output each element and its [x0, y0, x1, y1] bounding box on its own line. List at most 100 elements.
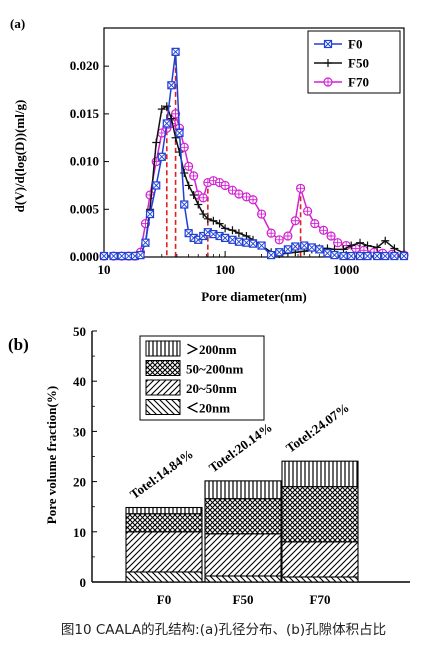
panel-b-y-tick-label: 50: [73, 324, 86, 339]
pore-volume-fraction-chart: (b) Pore volume fraction(%) 01020304050 …: [8, 324, 410, 607]
f50-data-point: [347, 241, 356, 250]
panel-a-y-tick-label: 0.010: [70, 154, 99, 169]
f0-data-point-cross: [323, 249, 332, 258]
panel-b-x-tick-label: F0: [157, 592, 171, 607]
f70-data-point-cross: [303, 207, 312, 216]
panel-a-x-tick-label: 100: [215, 262, 235, 277]
f70-data-point-cross: [283, 232, 292, 241]
f0-data-point-cross: [117, 252, 126, 260]
total-annotation: Totel:14.84%: [127, 446, 196, 502]
f50-line: [104, 105, 405, 257]
legend-f0-label: F0: [348, 37, 362, 52]
f0-data-point-cross: [100, 252, 108, 260]
f70-data-point-cross: [199, 193, 208, 202]
f0-data-point-cross: [315, 245, 324, 254]
f70-data-point-cross: [152, 157, 161, 166]
f70-data-point-cross: [189, 171, 198, 180]
f0-data-point-cross: [324, 40, 332, 48]
f50-data-point: [228, 226, 237, 235]
f70-data-point-cross: [146, 190, 155, 199]
f0-data-point-cross: [146, 210, 154, 218]
f0-data-point-cross: [152, 181, 161, 190]
f70-data-point-cross: [234, 190, 243, 199]
legend-label: ＜20nm: [186, 401, 230, 416]
f0-data-point-cross: [180, 200, 189, 209]
f50-data-point: [157, 105, 166, 114]
bar-segment-f0: [125, 506, 203, 515]
f0-data-point-cross: [300, 241, 309, 250]
panel-b-y-tick-label: 0: [80, 575, 87, 590]
bar-segment-f70: [281, 460, 359, 488]
panel-b-y-tick-label: 20: [73, 475, 86, 490]
f0-data-point-cross: [136, 251, 145, 259]
f0-data-point-cross: [228, 236, 237, 244]
f0-data-point-cross: [157, 152, 166, 161]
f50-data-point: [234, 229, 243, 238]
f70-data-point-cross: [249, 195, 258, 204]
f70-data-point-cross: [180, 143, 189, 152]
f0-data-point-cross: [235, 237, 243, 246]
f70-data-point-cross: [257, 210, 266, 219]
f50-data-point: [175, 148, 184, 157]
panel-a-y-tick-label: 0.020: [70, 58, 99, 73]
f70-data-point-cross: [242, 192, 251, 201]
legend-swatch: [145, 360, 181, 376]
f50-data-point: [199, 210, 208, 219]
f50-data-point: [189, 190, 198, 199]
panel-b-y-tick-label: 40: [73, 374, 86, 389]
f0-data-point-cross: [284, 245, 292, 254]
figure: (a) d(V)/d(log(D))(ml/g) Pore diameter(n…: [8, 16, 410, 607]
series-f0: [99, 47, 409, 261]
f0-data-point-cross: [109, 252, 118, 260]
legend-swatch: [145, 379, 181, 396]
bar-segment-f50: [204, 480, 282, 500]
total-annotation: Totel:24.07%: [283, 400, 352, 456]
f70-data-point-cross: [324, 78, 332, 86]
bar-segment-f0: [125, 571, 203, 583]
f0-data-point-cross: [330, 251, 339, 259]
f0-data-point-cross: [373, 252, 381, 260]
f70-data-point-cross: [327, 232, 336, 241]
f0-data-point-cross: [257, 241, 266, 250]
bar-segment-f70: [281, 541, 359, 578]
panel-a-y-tick-label: 0.000: [70, 249, 99, 264]
f0-data-point-cross: [291, 242, 300, 251]
bar-segment-f70: [281, 576, 359, 583]
f50-data-point: [363, 241, 372, 250]
panel-b-label: (b): [8, 335, 29, 354]
f0-data-point-cross: [347, 252, 356, 260]
f70-data-point-cross: [333, 238, 342, 247]
f0-data-point-cross: [356, 252, 364, 260]
f70-data-point-cross: [221, 181, 230, 190]
bar-segment-f0: [125, 513, 203, 533]
legend-label: 20~50nm: [186, 381, 237, 396]
f0-data-point-cross: [308, 243, 316, 252]
f0-data-point-cross: [221, 234, 229, 242]
f0-data-point-cross: [381, 252, 390, 260]
f70-data-point-cross: [296, 184, 305, 193]
panel-a-x-tick-label: 1000: [333, 262, 359, 277]
panel-a-y-tick-label: 0.005: [70, 201, 100, 216]
f0-data-point-cross: [400, 252, 408, 260]
legend-swatch: [145, 399, 181, 415]
f70-data-point-cross: [267, 229, 276, 238]
figure-caption: 图10 CAALA的孔结构:(a)孔径分布、(b)孔隙体积占比: [60, 622, 387, 638]
pore-size-distribution-chart: (a) d(V)/d(log(D))(ml/g) Pore diameter(n…: [10, 16, 409, 304]
legend-f70-label: F70: [348, 75, 369, 90]
f0-data-point-cross: [249, 239, 257, 248]
f50-data-point: [356, 238, 365, 247]
panel-b-x-tick-label: F50: [233, 592, 254, 607]
f70-line: [104, 111, 405, 257]
f70-data-point-cross: [351, 244, 360, 253]
f50-data-point: [167, 114, 176, 123]
f0-data-point-cross: [162, 119, 171, 128]
bar-segment-f50: [204, 498, 282, 535]
f50-data-point: [381, 236, 390, 245]
f70-data-point-cross: [184, 162, 193, 171]
f50-data-point: [152, 138, 161, 147]
panel-b-x-tick-label: F70: [310, 592, 331, 607]
f0-data-point-cross: [171, 48, 180, 56]
f50-data-point: [209, 216, 218, 225]
f0-data-point-cross: [267, 251, 275, 259]
f50-data-point: [390, 244, 399, 253]
